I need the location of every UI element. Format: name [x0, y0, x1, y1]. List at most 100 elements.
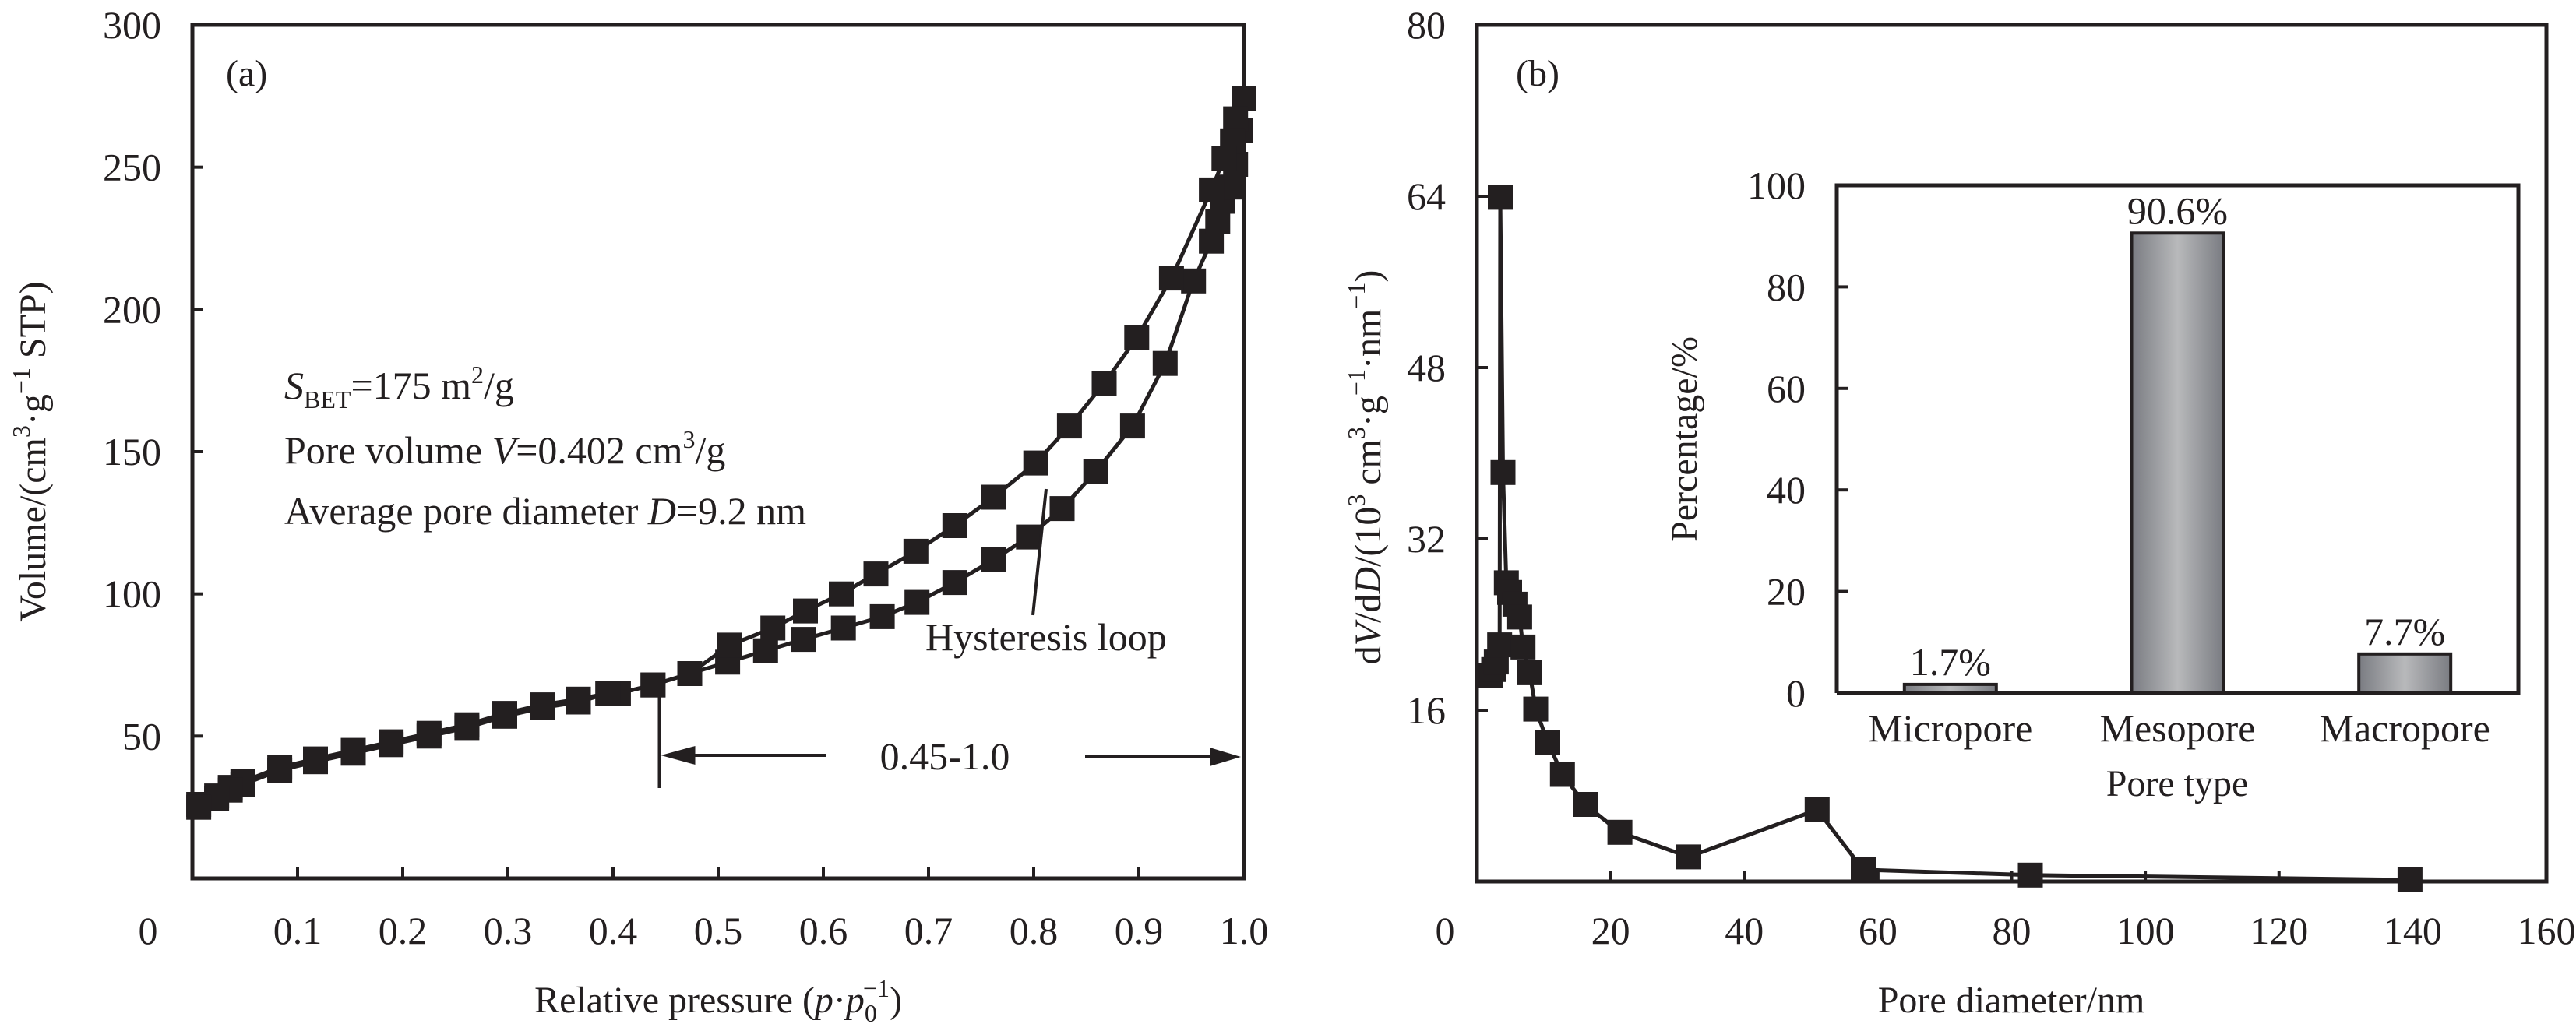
average-diameter-annotation: Average pore diameter D=9.2 nm: [284, 489, 806, 533]
panel-a-x-axis-title: Relative pressure (p·p0−1): [534, 974, 902, 1027]
data-point-desorption: [492, 703, 517, 729]
panel-b-series: [1478, 185, 2423, 892]
inset-y-tick-label: 60: [1767, 367, 1806, 410]
x-tick-label: 80: [1993, 909, 2032, 952]
data-point-desorption: [379, 732, 404, 758]
data-point-adsorption: [1049, 496, 1075, 522]
x-tick-label: 0: [1436, 909, 1455, 952]
panel-b-label: (b): [1516, 53, 1559, 94]
bar-macropore: [2357, 652, 2453, 695]
bar-value-label: 90.6%: [2127, 188, 2228, 232]
hysteresis-leader-line: [1031, 488, 1048, 616]
data-point-adsorption: [942, 570, 967, 596]
data-point-desorption: [1158, 266, 1184, 291]
category-label: Macropore: [2319, 706, 2490, 750]
data-point-desorption: [267, 758, 293, 783]
data-point-desorption: [530, 695, 555, 720]
y-tick-label: 150: [103, 430, 161, 473]
x-tick-label: 0.7: [904, 909, 953, 952]
range-annotation: 0.45-1.0: [657, 685, 1241, 788]
panel-a-label: (a): [226, 53, 267, 94]
panel-b-x-ticks: 0 20 40 60 80 100 120 140 160: [1436, 871, 2576, 952]
pore-volume-annotation: Pore volume V=0.402 cm3/g: [284, 425, 725, 472]
data-point-desorption: [416, 723, 442, 749]
category-label: Mesopore: [2100, 706, 2256, 750]
x-tick-label: 0.9: [1115, 909, 1164, 952]
y-tick-label: 16: [1407, 688, 1446, 732]
y-tick-label: 32: [1407, 517, 1446, 561]
x-tick-label: 140: [2384, 909, 2442, 952]
y-tick-label: 48: [1407, 346, 1446, 389]
x-tick-label: 0.1: [273, 909, 322, 952]
inset-y-tick-label: 0: [1786, 671, 1806, 715]
data-point-pore-distribution: [1510, 634, 1536, 660]
data-point-desorption: [981, 484, 1006, 510]
data-point-desorption: [454, 715, 480, 741]
x-tick-label: 120: [2250, 909, 2308, 952]
x-tick-label: 0.4: [589, 909, 638, 952]
y-tick-label: 80: [1407, 3, 1446, 47]
data-point-pore-distribution: [1549, 762, 1575, 787]
data-point-desorption: [1023, 450, 1048, 476]
data-point-desorption: [340, 741, 366, 766]
data-point-desorption: [793, 598, 818, 624]
panel-a-y-ticks: 50 100 150 200 250 300: [103, 3, 203, 758]
x-tick-label: 0.6: [799, 909, 848, 952]
data-point-pore-distribution: [2017, 862, 2043, 888]
hysteresis-label: Hysteresis loop: [925, 615, 1167, 659]
x-tick-label: 60: [1859, 909, 1898, 952]
y-tick-label: 200: [103, 287, 161, 331]
data-point-desorption: [863, 561, 889, 587]
panel-b-pore-distribution: 16 32 48 64 80 0 20 40 60 80 100 120 140 160 (b) dV/…: [1342, 3, 2576, 1021]
data-point-pore-distribution: [1676, 844, 1701, 870]
inset-bars: 1.7% 90.6% 7.7%: [1902, 188, 2453, 695]
data-point-pore-distribution: [2397, 867, 2423, 892]
inset-bar-chart: 1.7% 90.6% 7.7% 0 20 40 60 80 100 Micropore Meso…: [1664, 164, 2521, 804]
inset-y-tick-label: 20: [1767, 570, 1806, 614]
x-tick-label: 0.8: [1010, 909, 1059, 952]
data-point-adsorption: [752, 638, 778, 663]
inset-x-axis-title: Pore type: [2106, 763, 2249, 804]
y-tick-label: 50: [122, 714, 161, 758]
x-tick-label: 100: [2116, 909, 2175, 952]
data-point-desorption: [566, 689, 591, 715]
data-point-adsorption: [1083, 459, 1108, 484]
data-point-pore-distribution: [1573, 792, 1598, 817]
y-tick-label: 300: [103, 3, 161, 47]
data-point-desorption: [829, 581, 854, 607]
data-point-desorption: [186, 794, 212, 820]
data-point-pore-distribution: [1517, 660, 1542, 685]
x-tick-label: 40: [1725, 909, 1764, 952]
data-point-desorption: [1223, 106, 1249, 132]
data-point-desorption: [595, 681, 621, 706]
data-point-pore-distribution: [1523, 696, 1549, 722]
data-point-adsorption: [869, 603, 895, 629]
inset-y-axis-title: Percentage/%: [1664, 336, 1705, 542]
range-left-arrowhead: [661, 746, 696, 765]
y-tick-label: 250: [103, 146, 161, 189]
data-point-adsorption: [981, 547, 1006, 572]
panel-b-y-ticks: 16 32 48 64 80: [1407, 3, 1488, 732]
x-tick-label: 0: [139, 909, 158, 952]
data-point-desorption: [717, 632, 742, 658]
data-point-pore-distribution: [1851, 857, 1876, 882]
panel-a-series: [186, 86, 1256, 820]
data-point-desorption: [1199, 177, 1225, 202]
data-point-desorption: [903, 538, 929, 564]
x-tick-label: 0.5: [694, 909, 743, 952]
data-point-pore-distribution: [1804, 797, 1830, 822]
inset-category-labels: Micropore Mesopore Macropore: [1868, 706, 2490, 750]
data-point-pore-distribution: [1490, 459, 1516, 485]
panel-a-x-ticks: 0 0.1 0.2 0.3 0.4 0.5 0.6 0.7 0.8 0.9 1.0: [139, 867, 1269, 952]
data-point-pore-distribution: [1487, 632, 1513, 658]
y-tick-label: 100: [103, 572, 161, 616]
data-point-desorption: [1056, 413, 1082, 439]
inset-y-tick-label: 100: [1747, 164, 1806, 207]
data-point-adsorption: [1181, 268, 1207, 294]
data-point-desorption: [942, 513, 967, 538]
x-tick-label: 1.0: [1220, 909, 1269, 952]
data-point-adsorption: [1119, 413, 1145, 439]
data-point-desorption: [1091, 371, 1117, 396]
data-point-adsorption: [830, 615, 856, 641]
